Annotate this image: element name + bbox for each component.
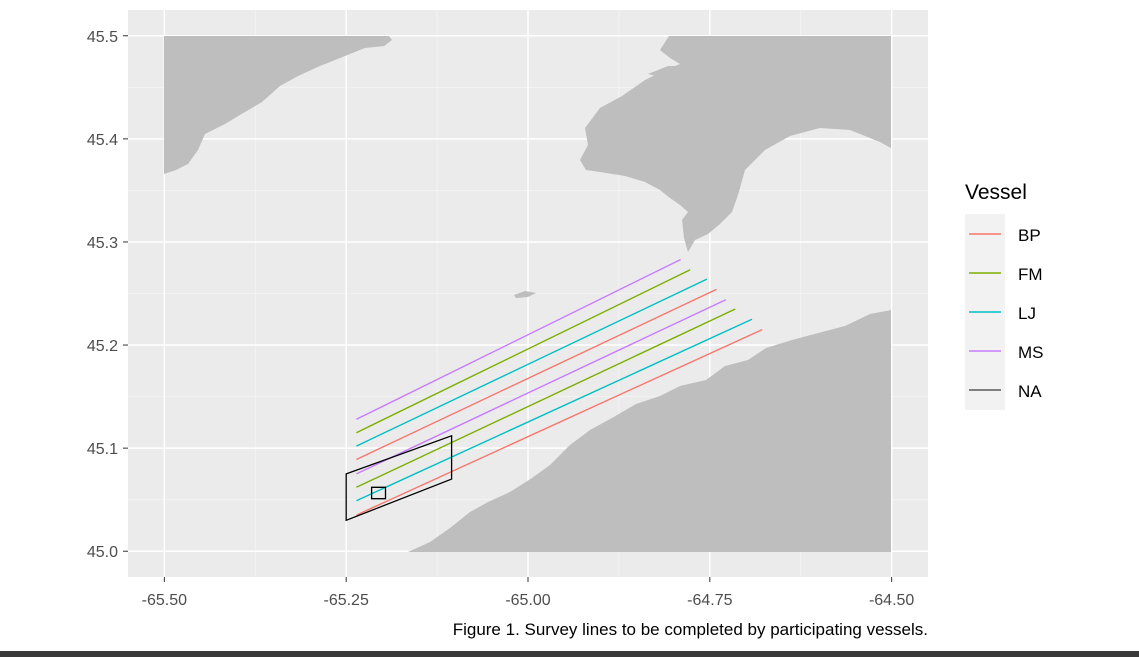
x-tick-label: -64.50 — [869, 592, 914, 609]
y-tick-label: 45.4 — [87, 132, 118, 149]
legend: Vessel BP FM LJ MS NA — [965, 181, 1044, 410]
land-islet-cape — [648, 66, 680, 76]
legend-label-fm: FM — [1018, 265, 1043, 284]
y-tick-label: 45.2 — [87, 338, 118, 355]
y-tick-label: 45.0 — [87, 544, 118, 561]
survey-line-lj-7 — [356, 318, 753, 502]
legend-title: Vessel — [965, 181, 1027, 204]
land-small-island — [514, 291, 536, 298]
survey-line-ms-5 — [356, 299, 727, 475]
survey-line-bp-8 — [356, 328, 763, 516]
land-north-east — [580, 36, 891, 252]
y-tick-label: 45.5 — [87, 29, 118, 46]
land-south-east — [408, 310, 891, 552]
legend-label-ms: MS — [1018, 343, 1044, 362]
survey-line-fm-2 — [356, 269, 691, 434]
axes: -65.50 -65.25 -65.00 -64.75 -64.50 45.0 45.1 45… — [87, 29, 915, 609]
legend-label-bp: BP — [1018, 226, 1041, 245]
survey-lines — [356, 258, 763, 516]
x-tick-label: -65.00 — [505, 592, 550, 609]
land-north-west — [164, 36, 392, 174]
y-tick-label: 45.1 — [87, 441, 118, 458]
survey-area-outline-1 — [345, 434, 453, 522]
survey-line-lj-3 — [356, 278, 708, 447]
x-tick-label: -64.75 — [687, 592, 732, 609]
land-masses — [164, 36, 891, 552]
survey-area-outline-2 — [370, 486, 387, 500]
survey-line-fm-6 — [356, 308, 736, 488]
x-tick-label: -65.25 — [323, 592, 368, 609]
survey-areas — [345, 434, 453, 522]
legend-label-lj: LJ — [1018, 304, 1036, 323]
survey-line-bp-4 — [356, 288, 717, 461]
x-tick-label: -65.50 — [142, 592, 187, 609]
figure-caption: Figure 1. Survey lines to be completed b… — [452, 620, 928, 639]
bottom-border — [0, 651, 1139, 657]
y-tick-label: 45.3 — [87, 235, 118, 252]
survey-line-ms-1 — [356, 258, 682, 420]
legend-label-na: NA — [1018, 382, 1042, 401]
